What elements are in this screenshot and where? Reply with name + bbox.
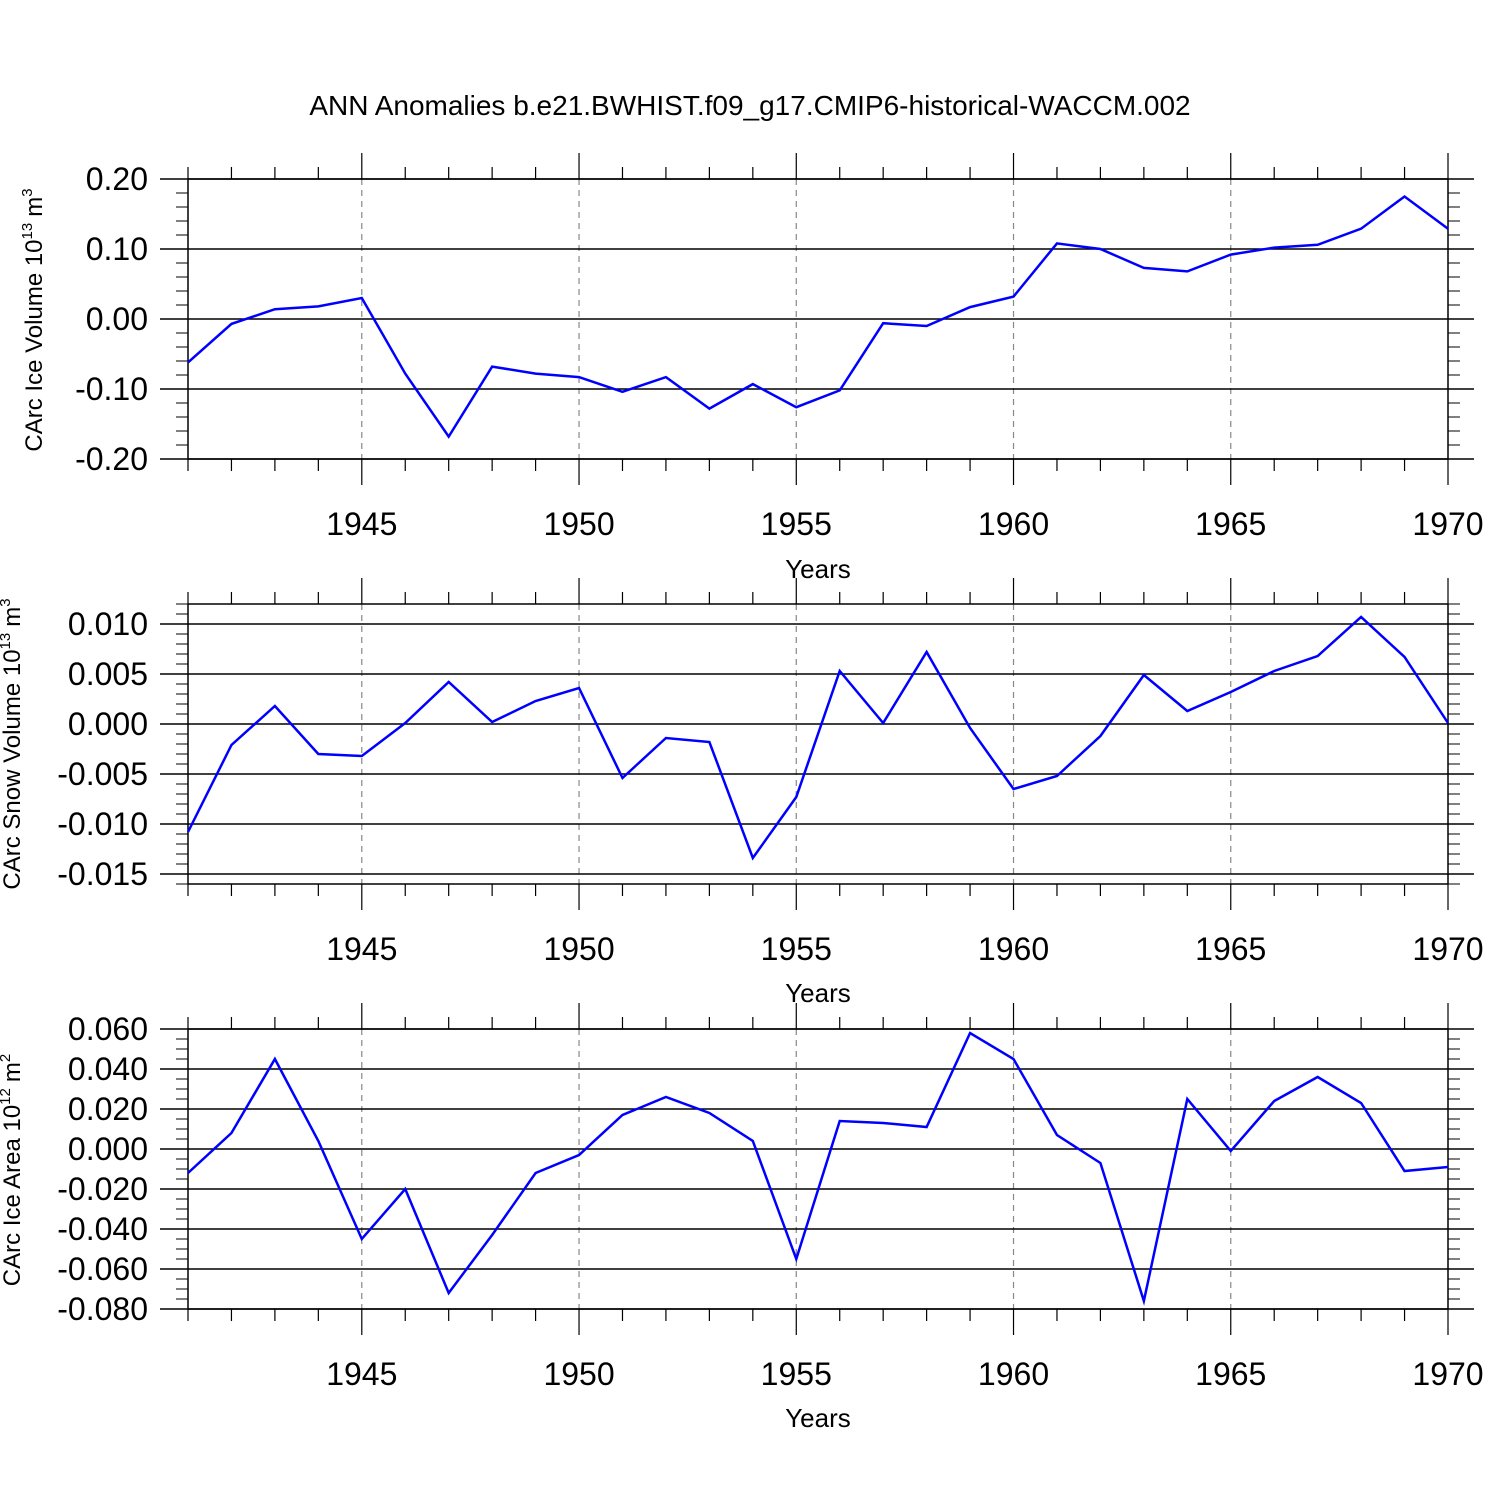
ytick-label-snow-volume: 0.005 xyxy=(68,656,148,692)
ytick-label-snow-volume: 0.010 xyxy=(68,606,148,642)
figure-title: ANN Anomalies b.e21.BWHIST.f09_g17.CMIP6… xyxy=(309,90,1190,121)
series-line-ice-area xyxy=(187,1031,1449,1306)
ytick-label-ice-area: 0.000 xyxy=(68,1131,148,1167)
xtick-label-ice-area: 1970 xyxy=(1412,1356,1483,1392)
xtick-label-snow-volume: 1950 xyxy=(543,931,614,967)
series-line-snow-volume xyxy=(186,615,1450,861)
xtick-label-ice-area: 1950 xyxy=(543,1356,614,1392)
ylabel-ice-area: CArc Ice Area 1012m2 xyxy=(0,1054,26,1286)
ylabel-snow-volume: CArc Snow Volume 1013m3 xyxy=(0,598,26,889)
xtick-label-snow-volume: 1970 xyxy=(1412,931,1483,967)
xtick-label-snow-volume: 1945 xyxy=(326,931,397,967)
xtick-label-snow-volume: 1960 xyxy=(978,931,1049,967)
ytick-label-ice-area: -0.060 xyxy=(57,1251,148,1287)
series-line-ice-volume xyxy=(187,194,1449,439)
ytick-label-ice-area: 0.040 xyxy=(68,1051,148,1087)
xtick-label-ice-area: 1945 xyxy=(326,1356,397,1392)
xtick-label-snow-volume: 1965 xyxy=(1195,931,1266,967)
xtick-label-ice-area: 1965 xyxy=(1195,1356,1266,1392)
xlabel-ice-area: Years xyxy=(785,1403,851,1433)
xtick-label-snow-volume: 1955 xyxy=(761,931,832,967)
ytick-label-ice-volume: 0.10 xyxy=(86,231,148,267)
ytick-label-snow-volume: -0.005 xyxy=(57,756,148,792)
ylabel-ice-volume: CArc Ice Volume 1013m3 xyxy=(19,188,48,451)
ytick-label-ice-area: -0.020 xyxy=(57,1171,148,1207)
ytick-label-ice-volume: -0.20 xyxy=(75,441,148,477)
xlabel-snow-volume: Years xyxy=(785,978,851,1008)
panel-snow-volume: CArc Snow Volume 1013m3 Years -0.015 -0.0… xyxy=(0,578,1484,1008)
ytick-label-ice-volume: 0.00 xyxy=(86,301,148,337)
ytick-label-snow-volume: -0.010 xyxy=(57,806,148,842)
ytick-label-ice-volume: 0.20 xyxy=(86,161,148,197)
ytick-label-ice-area: 0.020 xyxy=(68,1091,148,1127)
panel-ice-area: CArc Ice Area 1012m2 Years -0.080 -0.060 -… xyxy=(0,1003,1484,1433)
ytick-label-ice-area: -0.080 xyxy=(57,1291,148,1327)
ytick-label-ice-area: 0.060 xyxy=(68,1011,148,1047)
xtick-label-ice-volume: 1965 xyxy=(1195,506,1266,542)
xlabel-ice-volume: Years xyxy=(785,554,851,584)
xtick-label-ice-volume: 1950 xyxy=(543,506,614,542)
xtick-label-ice-volume: 1970 xyxy=(1412,506,1483,542)
ytick-label-ice-area: -0.040 xyxy=(57,1211,148,1247)
xtick-label-ice-volume: 1960 xyxy=(978,506,1049,542)
xtick-label-ice-area: 1955 xyxy=(761,1356,832,1392)
panel-ice-volume: CArc Ice Volume 1013m3 Years -0.20 -0.10 0… xyxy=(19,153,1484,584)
ytick-label-ice-volume: -0.10 xyxy=(75,371,148,407)
ytick-label-snow-volume: 0.000 xyxy=(68,706,148,742)
ytick-label-snow-volume: -0.015 xyxy=(57,856,148,892)
xtick-label-ice-volume: 1945 xyxy=(326,506,397,542)
xtick-label-ice-area: 1960 xyxy=(978,1356,1049,1392)
xtick-label-ice-volume: 1955 xyxy=(761,506,832,542)
